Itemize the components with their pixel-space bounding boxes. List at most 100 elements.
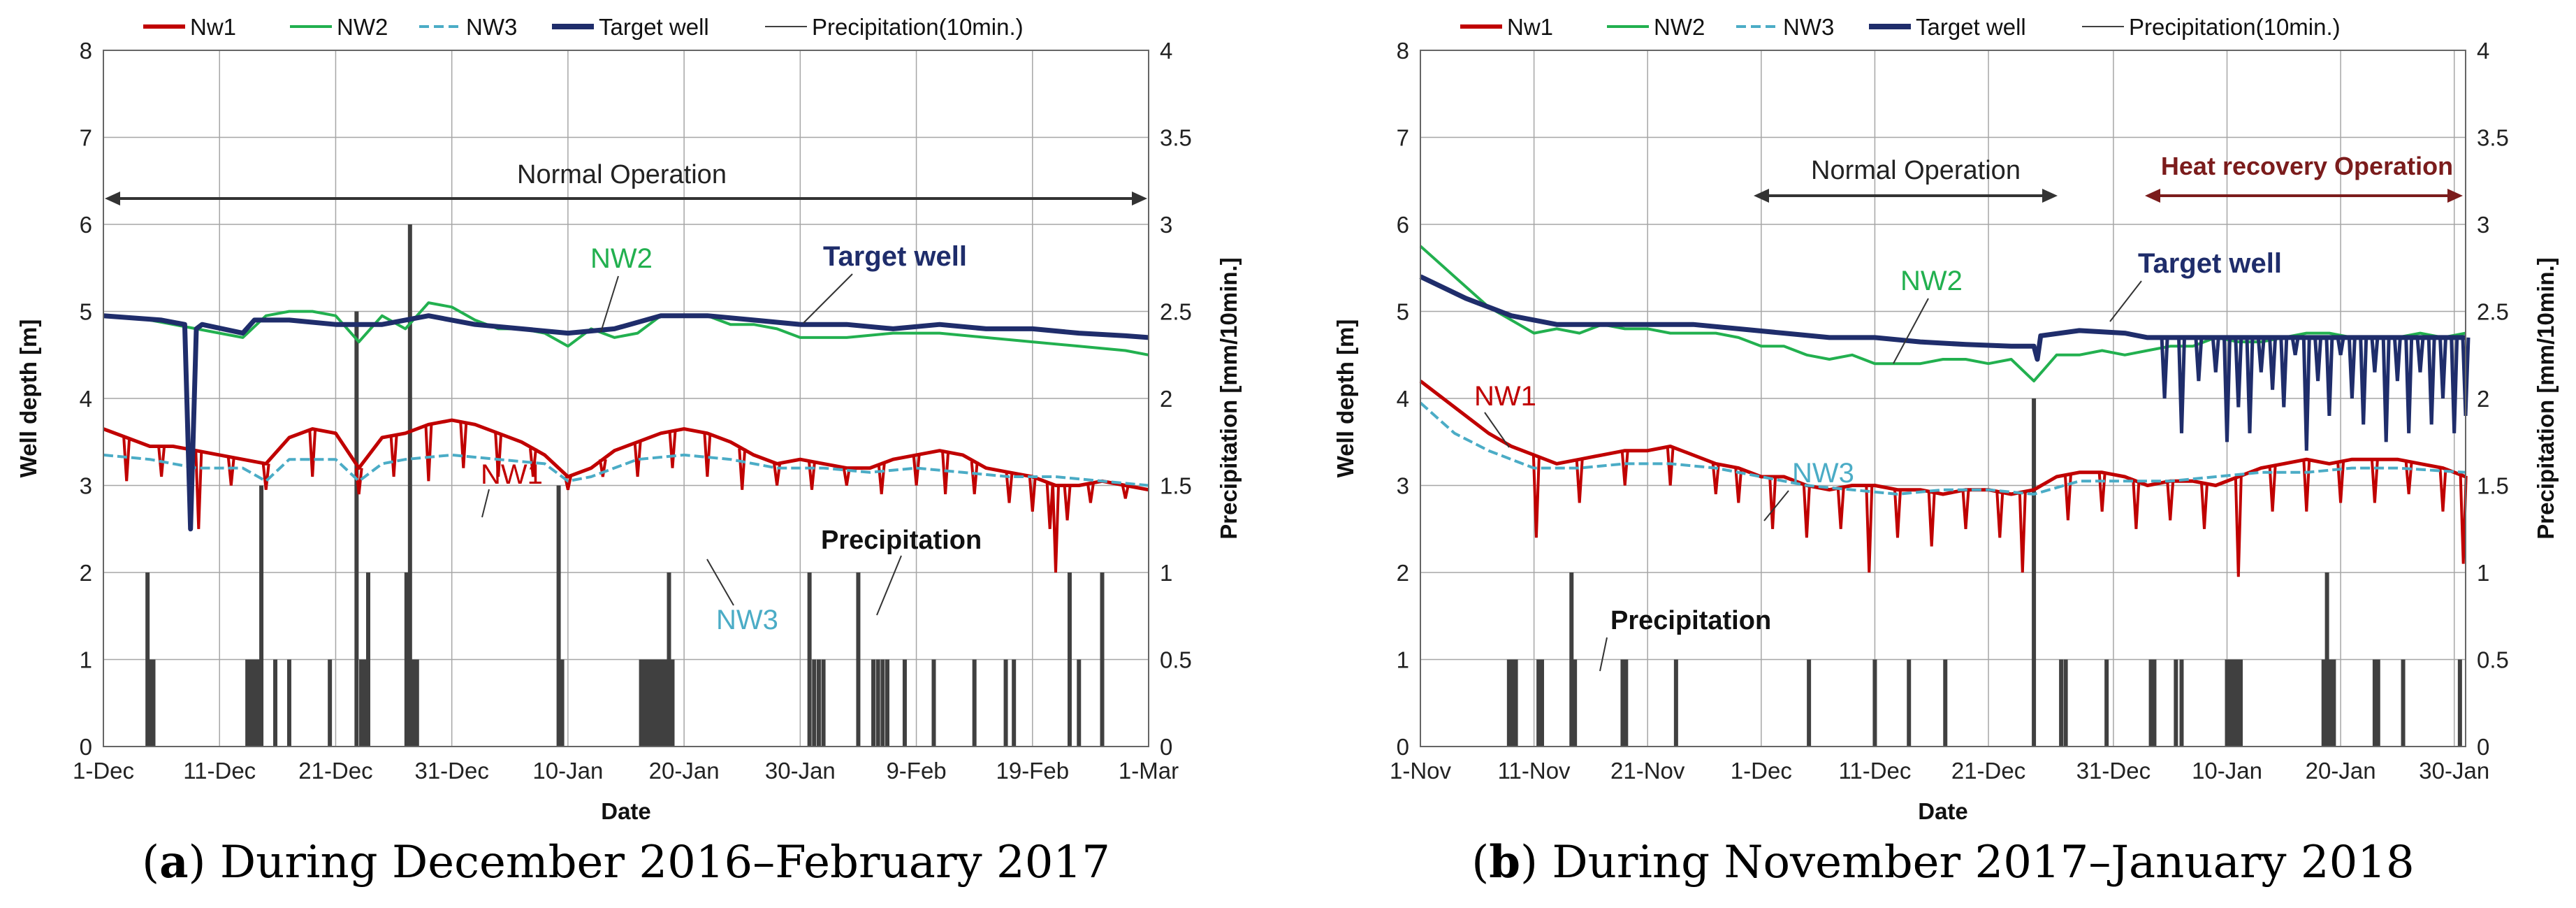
- legend-label-nw3: NW3: [466, 14, 517, 40]
- precipitation-bar: [1012, 659, 1017, 747]
- y-axis-title-left-a: Well depth [m]: [15, 319, 41, 478]
- precipitation-bar: [273, 659, 278, 747]
- y2-tick-label-a: 1: [1160, 560, 1172, 586]
- nw1-dip: [1734, 468, 1743, 503]
- heat-arrowhead-left-b: [2145, 189, 2160, 203]
- nw1-dip: [2370, 459, 2379, 503]
- precipitation-bar: [1510, 659, 1515, 747]
- y2-tick-label-a: 1.5: [1160, 473, 1192, 499]
- x-tick-label-a: 19-Feb: [996, 758, 1069, 784]
- caption-letter-a: a: [159, 836, 188, 888]
- precipitation-bar: [902, 659, 907, 747]
- y2-tick-label-b: 2: [2477, 386, 2489, 412]
- series-line-target: [103, 313, 1149, 532]
- nw1-dip: [2302, 459, 2311, 512]
- nw1-dip: [1802, 485, 1811, 538]
- nw1-dip: [308, 428, 317, 477]
- annotations-b: Normal Operation Heat recovery Operation…: [1474, 152, 2463, 672]
- nw1-dip: [157, 446, 166, 477]
- nw1-dip: [1666, 446, 1675, 486]
- nw1-dip: [1768, 476, 1777, 529]
- nw2-annotation-b: NW2: [1900, 266, 1963, 296]
- precipitation-bar: [2321, 659, 2326, 747]
- precipitation-bar: [1624, 659, 1629, 747]
- target-dip: [2177, 337, 2186, 433]
- y-tick-label-b: 8: [1397, 38, 1409, 64]
- target-dip: [2301, 337, 2311, 451]
- x-tick-labels-b: 1-Nov 11-Nov 21-Nov 1-Dec 11-Dec 21-Dec 31-Dec…: [1390, 758, 2489, 784]
- precipitation-bar: [404, 572, 409, 747]
- x-tick-label-b: 10-Jan: [2192, 758, 2262, 784]
- nw1-dip: [2404, 461, 2413, 495]
- nw1-dip: [2132, 481, 2141, 529]
- precipitation-bar: [407, 224, 412, 747]
- panel-a: 0 1 2 3 4 5 6 7 8 0 0.5 1 1.5 2 2.5 3 3.5 4 1-Dec 11-Dec 2…: [15, 7, 1242, 888]
- nw1-dip: [598, 459, 607, 477]
- x-tick-label-b: 1-Nov: [1390, 758, 1452, 784]
- y-tick-label-b: 0: [1397, 734, 1409, 760]
- legend-b: Nw1 NW2 NW3 Target well Precipitation(10…: [1429, 7, 2461, 45]
- y-tick-label-b: 3: [1397, 473, 1409, 499]
- precipitation-bar: [2179, 659, 2184, 747]
- nw1-dip: [2234, 476, 2243, 577]
- precipitation-bar: [1077, 659, 1082, 747]
- precipitation-bar: [812, 659, 817, 747]
- nw1-dip: [1086, 483, 1095, 503]
- nw3-annotation-b: NW3: [1792, 458, 1854, 489]
- y-tick-label-a: 0: [80, 734, 92, 760]
- x-tick-labels-a: 1-Dec 11-Dec 21-Dec 31-Dec 10-Jan 20-Jan 30-Ja…: [73, 758, 1179, 784]
- series-lines-a: [103, 301, 1149, 573]
- x-tick-label-b: 1-Dec: [1731, 758, 1792, 784]
- annotations-a: Normal Operation NW2 Target well NW1 NW3…: [105, 160, 1147, 635]
- y2-tick-label-a: 0: [1160, 734, 1172, 760]
- precipitation-bar: [2457, 659, 2462, 747]
- y-tick-label-b: 6: [1397, 212, 1409, 238]
- precipitation-annotation-b: Precipitation: [1610, 606, 1771, 635]
- target-dip: [2426, 337, 2436, 425]
- nw1-annotation-b: NW1: [1474, 381, 1536, 412]
- nw1-dip: [424, 424, 433, 482]
- precipitation-bar: [560, 659, 565, 747]
- y2-tick-label-b: 2.5: [2477, 299, 2509, 325]
- y-tick-label-a: 3: [80, 473, 92, 499]
- precipitation-bar: [147, 659, 152, 747]
- precipitation-bar: [2372, 659, 2377, 747]
- target-dip: [2336, 337, 2345, 356]
- y2-tick-label-a: 0.5: [1160, 647, 1192, 673]
- precipitation-bar: [821, 659, 826, 747]
- precipitation-bar: [1807, 659, 1812, 747]
- target-annotation-b: Target well: [2138, 248, 2282, 279]
- grid-b: [1420, 50, 2466, 747]
- precipitation-bar: [2032, 398, 2037, 747]
- precipitation-bar: [871, 659, 876, 747]
- precipitation-bar: [249, 659, 254, 747]
- precipitation-bar: [354, 311, 359, 747]
- y-tick-labels-a: 0 1 2 3 4 5 6 7 8: [80, 38, 92, 760]
- target-dip: [2324, 337, 2334, 416]
- nw1-dip: [703, 433, 712, 477]
- nw1-leader-b: [1484, 412, 1510, 448]
- precipitation-bar: [667, 572, 671, 747]
- precipitation-bar: [856, 572, 861, 747]
- precipitation-bar: [259, 485, 264, 747]
- precipitation-bar: [660, 659, 664, 747]
- nw1-dip: [842, 468, 851, 486]
- y-axis-title-right-a: Precipitation [mm/10min.]: [1216, 257, 1242, 539]
- precipitation-bar: [2401, 659, 2406, 747]
- nw1-dip: [633, 442, 642, 477]
- x-tick-label-a: 1-Mar: [1119, 758, 1179, 784]
- nw1-dip: [1051, 485, 1060, 573]
- target-dip: [2234, 337, 2243, 408]
- y-tick-label-b: 5: [1397, 299, 1409, 325]
- precipitation-bar: [2059, 659, 2064, 747]
- y2-tick-label-a: 4: [1160, 38, 1172, 64]
- target-dip: [2404, 337, 2414, 433]
- target-dip: [2359, 337, 2368, 425]
- heat-recovery-label-b: Heat recovery Operation: [2161, 152, 2453, 180]
- legend-label-precip-b: Precipitation(10min.): [2129, 14, 2341, 40]
- target-dip: [2290, 337, 2300, 356]
- precipitation-bar: [875, 659, 880, 747]
- nw1-dip: [1961, 489, 1970, 529]
- x-tick-label-a: 30-Jan: [765, 758, 836, 784]
- precipitation-bar: [816, 659, 821, 747]
